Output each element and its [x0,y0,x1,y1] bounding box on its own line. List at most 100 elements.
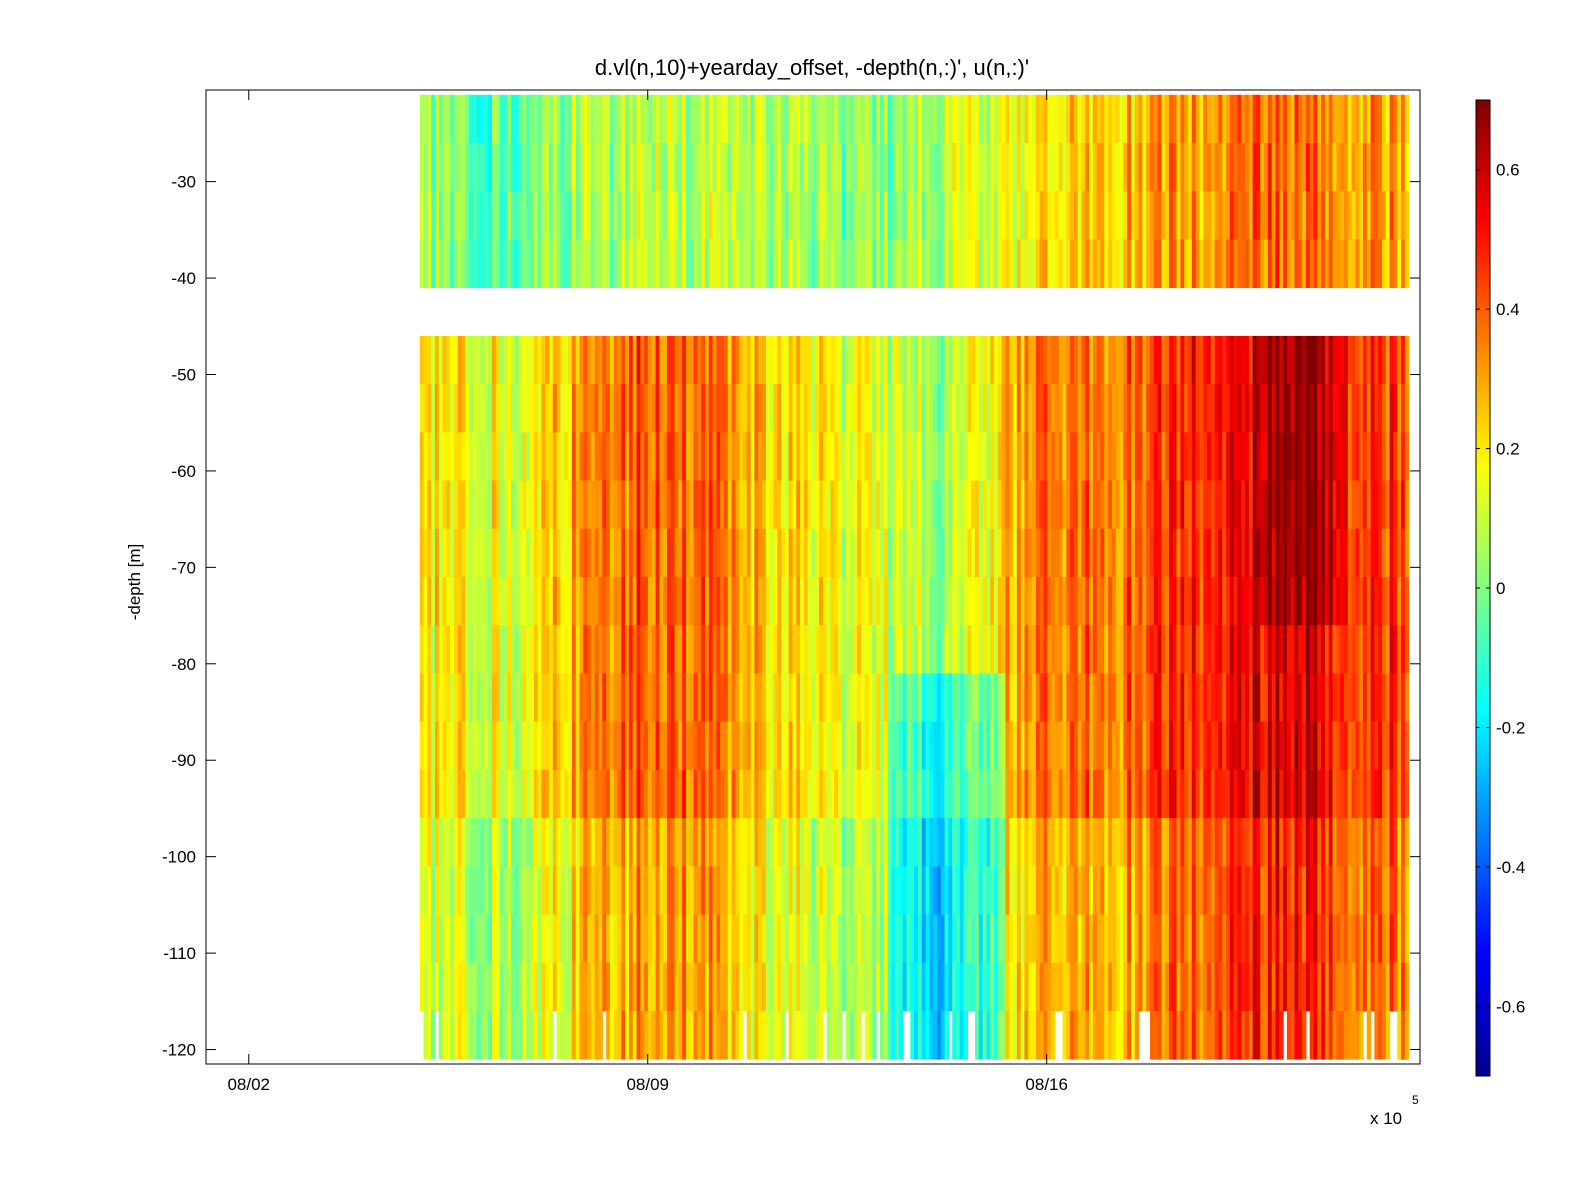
heatmap-cell [865,770,869,819]
heatmap-cell [625,722,629,771]
heatmap-cell [572,625,576,674]
heatmap-cell [522,529,526,578]
heatmap-cell [682,432,686,481]
heatmap-cell [1161,915,1165,964]
heatmap-cell [823,673,827,722]
heatmap-cell [998,143,1002,192]
heatmap-cell [492,191,496,240]
heatmap-cell [895,915,899,964]
heatmap-cell [994,239,998,288]
heatmap-cell [884,625,888,674]
heatmap-cell [754,577,758,626]
heatmap-cell [1059,866,1063,915]
heatmap-cell [500,336,504,385]
heatmap-cell [766,432,770,481]
heatmap-cell [682,963,686,1012]
heatmap-cell [1382,432,1386,481]
heatmap-cell [458,95,462,144]
heatmap-cell [1013,673,1017,722]
heatmap-cell [1207,95,1211,144]
heatmap-cell [675,722,679,771]
heatmap-cell [1295,1011,1299,1060]
heatmap-cell [1371,95,1375,144]
heatmap-cell [1264,481,1268,530]
heatmap-cell [1154,915,1158,964]
heatmap-cell [1355,770,1359,819]
heatmap-cell [656,384,660,433]
heatmap-cell [1371,625,1375,674]
heatmap-cell [1108,770,1112,819]
heatmap-cell [446,577,450,626]
heatmap-cell [469,625,473,674]
heatmap-cell [1264,818,1268,867]
heatmap-cell [602,866,606,915]
heatmap-cell [792,432,796,481]
heatmap-cell [1036,336,1040,385]
heatmap-cell [1078,770,1082,819]
heatmap-cell [758,143,762,192]
heatmap-cell [439,191,443,240]
heatmap-cell [986,625,990,674]
heatmap-cell [1173,866,1177,915]
heatmap-cell [1199,191,1203,240]
heatmap-cell [606,481,610,530]
heatmap-cell [990,529,994,578]
heatmap-cell [1188,673,1192,722]
heatmap-cell [743,866,747,915]
heatmap-cell [948,770,952,819]
heatmap-cell [1291,770,1295,819]
heatmap-cell [888,915,892,964]
heatmap-cell [834,432,838,481]
heatmap-cell [473,384,477,433]
heatmap-cell [1036,673,1040,722]
heatmap-cell [880,625,884,674]
heatmap-cell [1340,239,1344,288]
heatmap-cell [602,336,606,385]
heatmap-cell [1386,915,1390,964]
heatmap-cell [948,239,952,288]
heatmap-cell [496,673,500,722]
heatmap-cell [754,336,758,385]
heatmap-cell [1082,963,1086,1012]
heatmap-cell [1066,95,1070,144]
heatmap-cell [1237,191,1241,240]
heatmap-cell [1173,481,1177,530]
heatmap-cell [789,625,793,674]
heatmap-cell [869,673,873,722]
heatmap-cell [629,191,633,240]
heatmap-cell [1256,770,1260,819]
heatmap-cell [1359,963,1363,1012]
heatmap-cell [481,336,485,385]
heatmap-cell [1268,95,1272,144]
heatmap-cell [1108,384,1112,433]
heatmap-cell [538,432,542,481]
heatmap-cell [956,866,960,915]
heatmap-cell [1097,577,1101,626]
heatmap-cell [1279,915,1283,964]
heatmap-cell [1116,770,1120,819]
heatmap-cell [888,577,892,626]
heatmap-cell [443,673,447,722]
y-tick-label: -70 [171,558,196,577]
heatmap-cell [443,481,447,530]
heatmap-cell [553,191,557,240]
heatmap-cell [606,818,610,867]
heatmap-cell [667,432,671,481]
heatmap-cell [975,866,979,915]
heatmap-cell [621,722,625,771]
heatmap-cell [1146,577,1150,626]
heatmap-cell [1352,770,1356,819]
heatmap-cell [481,818,485,867]
heatmap-cell [865,1011,869,1060]
heatmap-cell [1184,673,1188,722]
heatmap-cell [975,577,979,626]
heatmap-cell [557,1011,561,1060]
heatmap-cell [705,384,709,433]
heatmap-cell [1154,143,1158,192]
heatmap-cell [652,673,656,722]
heatmap-cell [1188,432,1192,481]
heatmap-cell [1047,143,1051,192]
heatmap-cell [850,722,854,771]
heatmap-cell [1283,722,1287,771]
heatmap-cell [937,191,941,240]
